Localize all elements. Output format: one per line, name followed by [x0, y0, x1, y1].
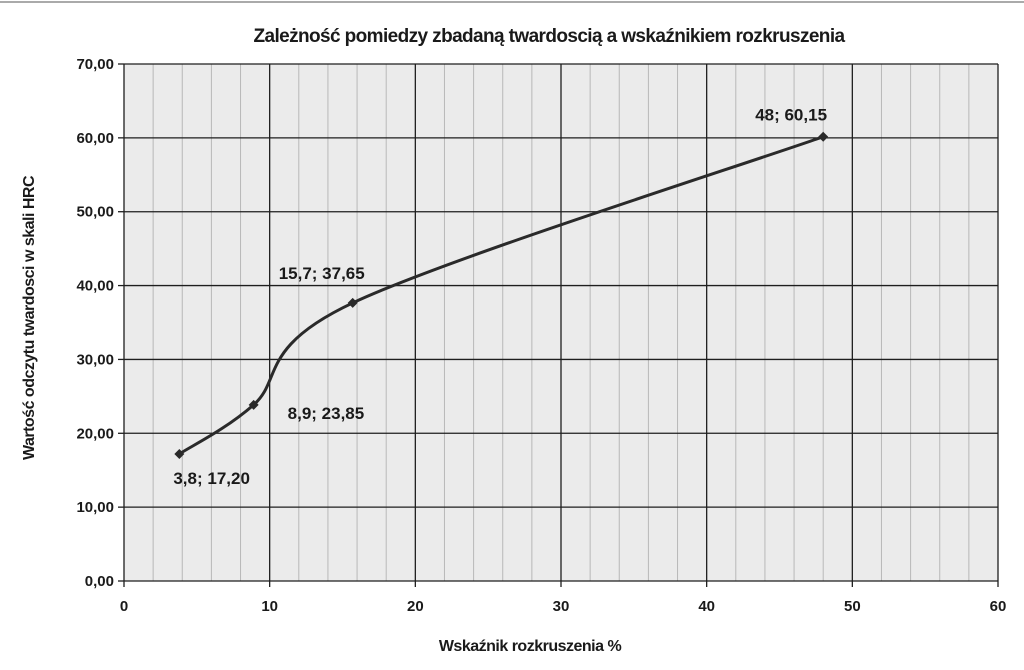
x-tick-label: 0 — [120, 598, 128, 615]
data-point-marker — [818, 131, 829, 142]
y-axis-label: Wartość odczytu twardosci w skali HRC — [21, 175, 38, 460]
x-tick-label: 20 — [407, 598, 424, 615]
data-labels: 3,8; 17,20 8,9; 23,85 15,7; 37,65 48; 60,15 — [173, 106, 827, 488]
data-label: 15,7; 37,65 — [279, 264, 365, 283]
x-tick-label: 30 — [553, 598, 570, 615]
y-tick-label: 20,00 — [76, 425, 114, 442]
y-tick-label: 0,00 — [85, 573, 114, 590]
y-tick-label: 40,00 — [76, 278, 114, 295]
y-tick-label: 70,00 — [76, 56, 114, 73]
y-tick-label: 30,00 — [76, 351, 114, 368]
y-axis-ticks: 0,00 10,00 20,00 30,00 40,00 50,00 60,00 70,00 — [76, 56, 124, 590]
data-point-marker — [347, 297, 358, 308]
y-tick-label: 10,00 — [76, 499, 114, 516]
data-point-marker — [248, 399, 259, 410]
minor-grid — [152, 64, 970, 581]
x-tick-label: 60 — [990, 598, 1007, 615]
x-axis-label: Wskaźnik rozkruszenia % — [439, 638, 622, 655]
data-label: 3,8; 17,20 — [173, 469, 250, 488]
series-line — [177, 135, 825, 456]
x-tick-label: 50 — [844, 598, 861, 615]
x-tick-label: 40 — [698, 598, 715, 615]
y-tick-label: 50,00 — [76, 204, 114, 221]
data-label: 8,9; 23,85 — [288, 404, 365, 423]
x-axis-ticks: 0 10 20 30 40 50 60 — [120, 581, 1007, 615]
data-label: 48; 60,15 — [755, 106, 827, 125]
x-tick-label: 10 — [261, 598, 278, 615]
chart-title: Zależność pomiedzy zbadaną twardoscią a … — [254, 26, 846, 47]
data-points — [174, 131, 829, 459]
data-point-marker — [174, 448, 185, 459]
y-tick-label: 60,00 — [76, 130, 114, 147]
